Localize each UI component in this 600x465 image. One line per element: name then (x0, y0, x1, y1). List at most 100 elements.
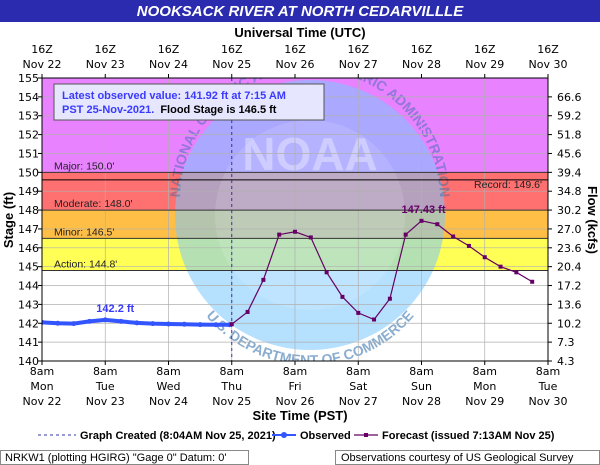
observed-point (150, 321, 156, 327)
top-tick-date: Nov 26 (276, 58, 315, 71)
forecast-point (451, 234, 456, 239)
y-tick-label: 140 (18, 355, 39, 368)
flow-tick-label: 45.6 (557, 147, 582, 160)
flood-label-moderate: Moderate: 148.0' (54, 198, 132, 210)
legend-forecast-marker (364, 433, 368, 437)
top-tick-time: 16Z (347, 43, 369, 56)
y-tick-label: 144 (18, 280, 39, 293)
footer-right-text: Observations courtesy of US Geological S… (341, 452, 574, 464)
x-tick-day: Mon (30, 380, 53, 393)
flood-label-minor: Minor: 146.5' (54, 226, 114, 238)
forecast-point (245, 309, 250, 314)
x-axis-title: Site Time (PST) (252, 408, 347, 423)
x-tick-day: Fri (288, 380, 301, 393)
flow-tick-label: 23.6 (557, 242, 582, 255)
observed-point (181, 321, 187, 327)
x-tick-date: Nov 23 (86, 395, 125, 408)
forecast-point (419, 218, 424, 223)
series-layer: 142.2 ft 147.43 ft (42, 204, 535, 328)
top-tick-date: Nov 23 (86, 58, 125, 71)
flow-tick-label: 30.2 (557, 204, 582, 217)
flow-tick-label: 34.8 (557, 185, 582, 198)
forecast-peak-label: 147.43 ft (401, 204, 445, 216)
x-tick-date: Nov 25 (212, 395, 251, 408)
legend-observed-label: Observed (300, 430, 351, 442)
y-tick-label: 143 (18, 298, 39, 311)
top-tick-time: 16Z (537, 43, 559, 56)
flow-tick-label: 51.8 (557, 129, 582, 142)
top-tick-date: Nov 25 (212, 58, 251, 71)
x-tick-time: 8am (220, 365, 244, 378)
flood-category-labels: Action: 144.8' Minor: 146.5' Moderate: 148… (54, 160, 542, 270)
flow-tick-label: 27.0 (557, 223, 582, 236)
top-tick-date: Nov 22 (23, 58, 62, 71)
noaa-watermark-circle (175, 80, 445, 350)
flow-tick-label: 59.2 (557, 110, 582, 123)
observed-point (197, 322, 203, 328)
observed-point (166, 321, 171, 327)
y-tick-label: 141 (18, 336, 39, 349)
info-line-2b: Flood Stage is 146.5 ft (160, 104, 276, 116)
forecast-point (229, 322, 234, 327)
observed-point (71, 321, 77, 327)
info-box-frame (53, 83, 325, 121)
observed-peak-label: 142.2 ft (96, 303, 134, 315)
top-tick-time: 16Z (158, 43, 180, 56)
forecast-point (387, 296, 392, 301)
top-tick-time: 16Z (411, 43, 433, 56)
flow-tick-label: 7.3 (557, 336, 575, 349)
flood-label-action: Action: 144.8' (54, 258, 117, 270)
forecast-point (372, 317, 377, 322)
x-tick-day: Sat (349, 380, 368, 393)
y-tick-label: 148 (18, 204, 39, 217)
flow-tick-label: 10.2 (557, 317, 582, 330)
y-axis-title: Stage (ft) (1, 192, 16, 248)
forecast-point (435, 222, 440, 227)
forecast-point (403, 232, 408, 237)
flow-tick-label: 20.4 (557, 261, 582, 274)
observed-point (118, 318, 124, 324)
x-tick-date: Nov 22 (23, 395, 62, 408)
observed-point (42, 319, 45, 325)
y-tick-label: 145 (18, 261, 39, 274)
observed-point (213, 322, 219, 328)
flow-tick-label: 13.6 (557, 298, 582, 311)
noaa-watermark-center: NOAA (242, 128, 377, 180)
observed-point (102, 317, 108, 323)
plot-area: NOAA NATIONAL OCEANIC AND ATMOSPHERIC AD… (41, 77, 549, 362)
top-tick-time: 16Z (94, 43, 116, 56)
top-tick-date: Nov 29 (465, 58, 504, 71)
forecast-point (514, 270, 519, 275)
x-tick-time: 8am (346, 365, 370, 378)
x-tick-time: 8am (409, 365, 433, 378)
forecast-point (466, 243, 471, 248)
forecast-point (356, 310, 361, 315)
info-line-2: PST 25-Nov-2021. Flood Stage is 146.5 ft (62, 104, 277, 116)
top-tick-date: Nov 30 (529, 58, 568, 71)
x-tick-date: Nov 24 (149, 395, 188, 408)
y-tick-label: 153 (18, 110, 39, 123)
x-tick-day: Wed (157, 380, 181, 393)
y-tick-label: 151 (18, 147, 39, 160)
x-tick-date: Nov 28 (402, 395, 441, 408)
top-tick-date: Nov 28 (402, 58, 441, 71)
forecast-point (308, 235, 313, 240)
noaa-watermark-inner (215, 120, 405, 310)
x-tick-time: 8am (473, 365, 497, 378)
top-tick-date: Nov 27 (339, 58, 378, 71)
flow-tick-label: 4.3 (557, 355, 575, 368)
x-tick-day: Thu (220, 380, 242, 393)
top-axis-title: Universal Time (UTC) (234, 25, 365, 40)
legend-forecast-label: Forecast (issued 7:13AM Nov 25) (382, 430, 555, 442)
top-tick-time: 16Z (31, 43, 53, 56)
x-tick-day: Tue (95, 380, 115, 393)
y-tick-label: 150 (18, 166, 39, 179)
forecast-point (340, 294, 345, 299)
info-box: Latest observed value: 141.92 ft at 7:15… (53, 83, 325, 121)
forecast-point (498, 264, 503, 269)
record-label: Record: 149.6' (474, 179, 542, 191)
x-tick-time: 8am (536, 365, 560, 378)
info-line-1: Latest observed value: 141.92 ft at 7:15… (62, 90, 286, 102)
x-tick-date: Nov 29 (465, 395, 504, 408)
